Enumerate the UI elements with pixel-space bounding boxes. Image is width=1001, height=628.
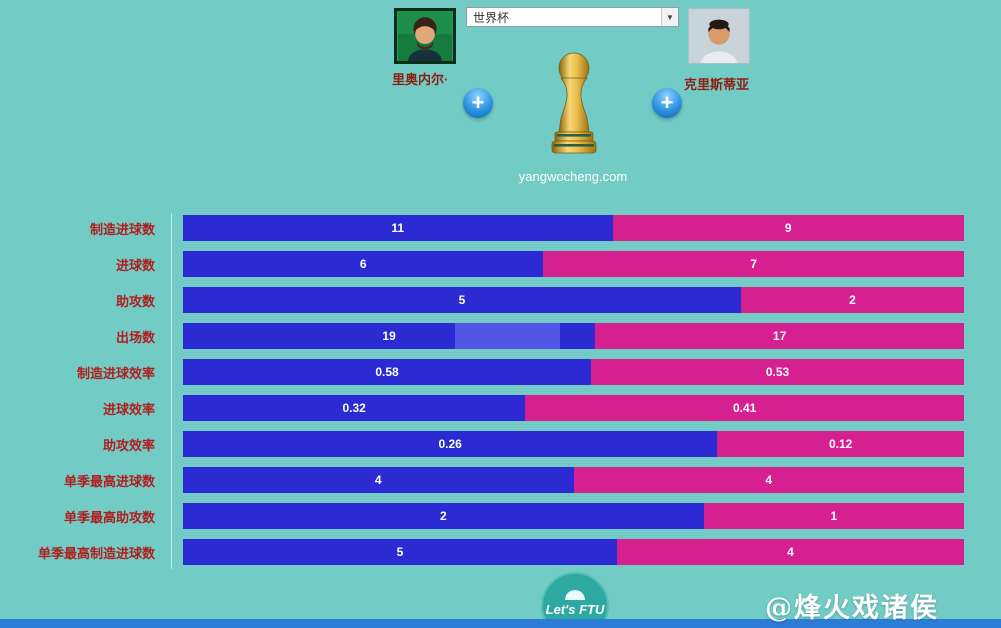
bar-value-left: 5 [458, 293, 466, 307]
bar-segment-right[interactable]: 0.12 [717, 431, 964, 457]
bar-value-right: 2 [849, 293, 856, 307]
row-label: 单季最高制造进球数 [37, 545, 155, 561]
chart-row: 进球效率 0.32 0.41 [0, 395, 1001, 421]
right-player-photo [688, 8, 750, 64]
bar-value-right: 9 [784, 221, 792, 235]
bar-segment-left[interactable]: 4 [183, 467, 574, 493]
bar-value-right: 0.12 [829, 437, 853, 451]
bar-segment-right[interactable]: 0.41 [525, 395, 964, 421]
bar-segment-left[interactable]: 6 [183, 251, 544, 277]
row-label: 单季最高助攻数 [63, 509, 155, 525]
world-cup-trophy-icon [544, 50, 604, 162]
competition-select[interactable]: 世界杯 ▼ [466, 7, 679, 27]
bar-value-right: 17 [772, 329, 787, 343]
bar-value-right: 4 [765, 473, 773, 487]
comparison-chart: 制造进球数 11 9 进球数 6 7 助攻数 5 2 出场数 19 17 制造进球效率 0.58 0.53 进… [0, 215, 1001, 575]
chart-row: 进球数 6 7 [0, 251, 1001, 277]
bar-segment-left[interactable]: 0.32 [183, 395, 526, 421]
add-right-player-button[interactable]: + [652, 88, 682, 118]
chart-row: 助攻数 5 2 [0, 287, 1001, 313]
row-label: 制造进球效率 [76, 365, 155, 381]
row-label: 进球效率 [102, 401, 155, 417]
bar-segment-right[interactable]: 7 [543, 251, 964, 277]
chart-row: 制造进球数 11 9 [0, 215, 1001, 241]
chart-row: 单季最高制造进球数 5 4 [0, 539, 1001, 565]
bar-segment-left[interactable]: 0.26 [183, 431, 718, 457]
chart-row: 出场数 19 17 [0, 323, 1001, 349]
bar-value-left: 2 [439, 509, 447, 523]
bar-segment-left[interactable]: 0.58 [183, 359, 592, 385]
bar-value-left: 5 [396, 545, 404, 559]
left-player-name: 里奥内尔· [392, 72, 449, 87]
bar-value-left: 0.58 [375, 365, 399, 379]
row-label: 单季最高进球数 [63, 473, 155, 489]
bar-segment-left[interactable]: 2 [183, 503, 704, 529]
stacked-bar[interactable]: 0.32 0.41 [183, 395, 964, 421]
row-label: 进球数 [115, 257, 155, 273]
row-label: 出场数 [115, 329, 155, 345]
add-left-player-button[interactable]: + [463, 88, 493, 118]
bar-segment-right[interactable]: 17 [595, 323, 964, 349]
stacked-bar[interactable]: 19 17 [183, 323, 964, 349]
bar-segment-left[interactable]: 5 [183, 287, 741, 313]
bar-value-left: 6 [359, 257, 367, 271]
bar-value-right: 4 [787, 545, 794, 559]
bar-value-left: 0.26 [438, 437, 462, 451]
competition-select-value: 世界杯 [473, 10, 510, 25]
stacked-bar[interactable]: 0.58 0.53 [183, 359, 964, 385]
bar-segment-right[interactable]: 2 [740, 287, 964, 313]
bar-segment-left[interactable]: 5 [183, 539, 617, 565]
footer-logo-text: Let's FTU [545, 602, 605, 617]
bar-segment-right[interactable]: 9 [612, 215, 964, 241]
bar-segment-left[interactable]: 11 [183, 215, 613, 241]
bar-segment-right[interactable]: 0.53 [591, 359, 964, 385]
left-player-face-icon [397, 11, 453, 61]
bar-segment-right[interactable]: 1 [703, 503, 964, 529]
row-label: 助攻效率 [102, 437, 155, 453]
bar-value-right: 0.53 [765, 365, 790, 379]
stacked-bar[interactable]: 11 9 [183, 215, 964, 241]
bar-value-left: 4 [374, 473, 382, 487]
chart-row: 单季最高助攻数 2 1 [0, 503, 1001, 529]
bar-hover-highlight [455, 323, 561, 349]
chart-axis-divider [171, 213, 172, 569]
row-label: 制造进球数 [89, 221, 155, 237]
bar-value-right: 7 [750, 257, 758, 271]
bar-value-left: 11 [391, 221, 405, 235]
chart-row: 助攻效率 0.26 0.12 [0, 431, 1001, 457]
bar-value-right: 1 [830, 509, 838, 523]
footer-logo: Let's FTU [541, 572, 609, 628]
bar-value-right: 0.41 [732, 401, 757, 415]
chart-row: 单季最高进球数 4 4 [0, 467, 1001, 493]
bar-segment-right[interactable]: 4 [573, 467, 964, 493]
bar-value-left: 0.32 [342, 401, 366, 415]
right-player-face-icon [689, 9, 749, 63]
chevron-down-icon[interactable]: ▼ [661, 8, 678, 26]
chart-row: 制造进球效率 0.58 0.53 [0, 359, 1001, 385]
bar-segment-right[interactable]: 4 [616, 539, 964, 565]
site-watermark: yangwocheng.com [518, 169, 628, 184]
turtle-icon [565, 590, 585, 600]
left-player-photo [394, 8, 456, 64]
right-player-name: 克里斯蒂亚 [684, 77, 750, 92]
stacked-bar[interactable]: 0.26 0.12 [183, 431, 964, 457]
author-watermark: @烽火戏诸侯 [765, 593, 939, 624]
bar-value-left: 19 [382, 329, 396, 343]
bar-segment-left[interactable]: 19 [183, 323, 596, 349]
bottom-bar [0, 619, 1001, 628]
row-label: 助攻数 [115, 293, 155, 309]
